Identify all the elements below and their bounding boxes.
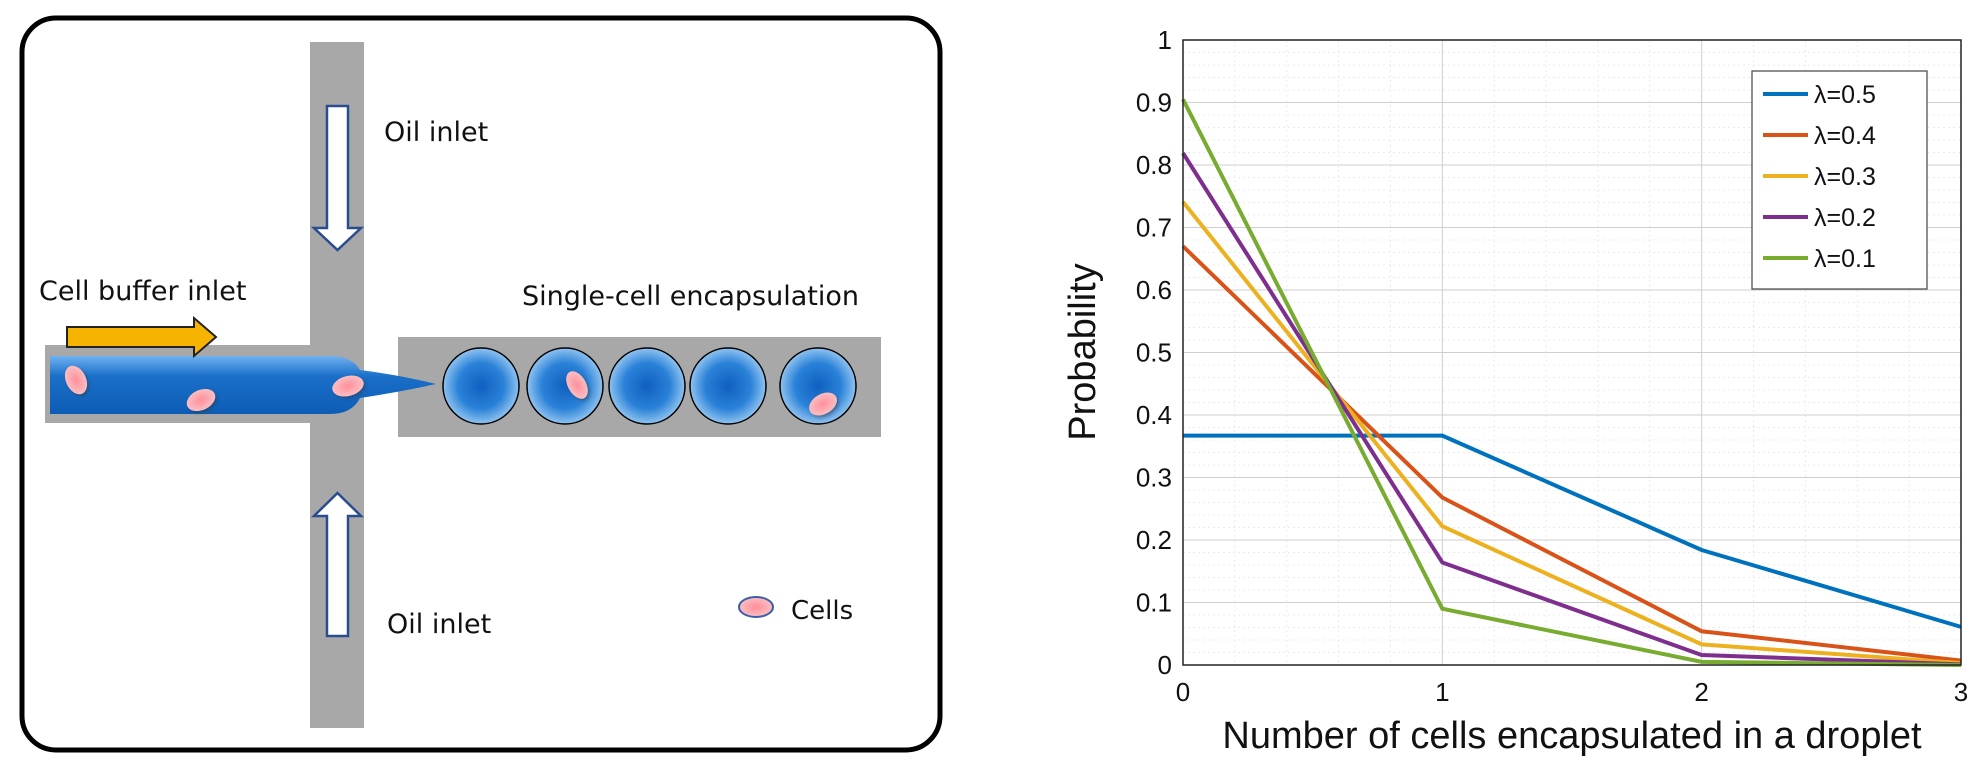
series-lines [1181,98,1962,667]
series-line [1181,98,1962,667]
series-line [1183,433,1962,629]
legend-entry-label: λ=0.4 [1814,122,1876,150]
series-line [1181,244,1962,663]
legend-box [1751,70,1928,290]
oil-inlet-bottom-label: Oil inlet [387,609,491,640]
x-tick-label: 2 [1694,677,1708,707]
series-line [1181,200,1962,666]
y-tick-label: 0.8 [1136,150,1172,180]
probability-chart: 0 0.1 0.2 0.3 0.4 0.5 0.6 0.7 0.8 0.9 1 0 1 2 3 Numbe… [1062,25,1968,757]
droplet [779,347,857,425]
droplet [689,347,767,425]
droplet-row [442,347,857,425]
microfluidic-diagram: Oil inlet Oil inlet Cell buffer inlet Si… [19,15,943,753]
y-tick-label: 0 [1158,650,1172,680]
y-tick-label: 0.5 [1136,338,1172,368]
droplet [526,347,604,425]
open-down-arrow-icon [310,104,365,252]
cells-group [64,365,837,416]
x-axis-title: Number of cells encapsulated in a drople… [1222,715,1922,757]
x-tick-label: 1 [1435,677,1449,707]
legend-entry-label: λ=0.1 [1814,245,1876,273]
y-tick-label: 0.6 [1136,275,1172,305]
x-tick-labels: 0 1 2 3 [1176,677,1968,707]
x-tick-label: 3 [1954,677,1968,707]
cell-buffer-inlet-label: Cell buffer inlet [39,276,247,307]
legend-entry-label: λ=0.2 [1814,204,1876,232]
y-axis-title: Probability [1062,263,1104,440]
plot-frame [1182,39,1962,666]
cell-icon [64,365,88,395]
cells-legend-label: Cells [791,596,853,626]
droplet [442,347,520,425]
y-tick-labels: 0 0.1 0.2 0.3 0.4 0.5 0.6 0.7 0.8 0.9 1 [1136,25,1172,680]
yellow-right-arrow-icon [66,315,218,359]
cell-icon [566,371,588,399]
y-tick-label: 0.4 [1136,400,1172,430]
chart-legend: λ=0.5 λ=0.4 λ=0.3 λ=0.2 λ=0.1 [1751,70,1928,290]
y-tick-label: 0.9 [1136,88,1172,118]
y-tick-label: 0.3 [1136,463,1172,493]
legend-entry-label: λ=0.5 [1814,81,1876,109]
cell-buffer-stream [50,356,436,414]
y-tick-label: 1 [1158,25,1172,55]
cell-icon [186,388,216,412]
cell-icon [738,596,774,618]
single-cell-encapsulation-label: Single-cell encapsulation [522,281,859,312]
y-tick-label: 0.1 [1136,588,1172,618]
legend-entry-label: λ=0.3 [1814,163,1876,191]
y-tick-label: 0.7 [1136,213,1172,243]
oil-inlet-top-label: Oil inlet [384,117,488,148]
y-tick-label: 0.2 [1136,525,1172,555]
cell-icon [332,375,364,397]
cell-icon [809,392,837,416]
x-tick-label: 0 [1176,677,1190,707]
droplet [608,347,686,425]
open-up-arrow-icon [310,491,365,638]
